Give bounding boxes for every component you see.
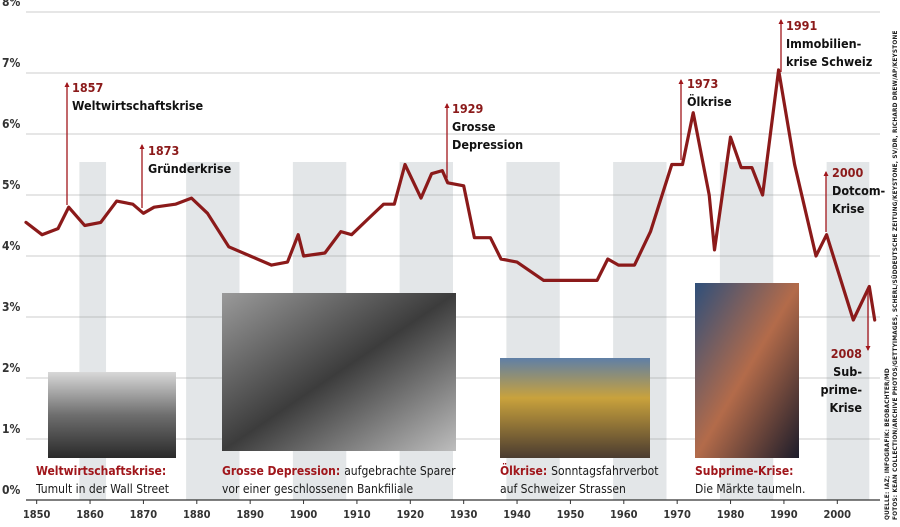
annotation-year: 1873 <box>148 143 179 158</box>
annotation-year: 1973 <box>687 76 718 91</box>
x-tick-label: 1900 <box>290 508 318 521</box>
shaded-period <box>826 162 870 500</box>
y-tick-label: 2% <box>2 361 21 375</box>
annotation-year: 1857 <box>72 80 103 95</box>
y-tick-label: 3% <box>2 300 21 314</box>
x-tick-label: 1910 <box>343 508 371 521</box>
annotation-text: Krise <box>830 400 863 415</box>
caption-label: Weltwirtschaftskrise: <box>36 464 166 478</box>
annotation-arrow <box>823 171 829 176</box>
source: FOTOS: KEAN COLLECTION/ARCHIVE PHOTOS/GE… <box>890 30 899 520</box>
annotation-text: krise Schweiz <box>786 54 873 69</box>
caption-text: Die Märkte taumeln. <box>695 482 805 496</box>
annotation-arrow <box>678 79 684 84</box>
caption-text: Sonntagsfahrverbot <box>551 464 658 478</box>
x-tick-label: 1990 <box>770 508 798 521</box>
photo <box>48 372 176 458</box>
y-tick-label: 0% <box>2 483 21 497</box>
annotation-year: 1929 <box>452 101 483 116</box>
caption: Weltwirtschaftskrise: <box>36 464 166 478</box>
annotation-arrow <box>444 103 450 108</box>
caption: Ölkrise: Sonntagsfahrverbot <box>500 463 658 478</box>
annotation-text: Dotcom- <box>832 183 886 198</box>
annotation-text: Depression <box>452 137 523 152</box>
annotation-text: Krise <box>832 201 865 216</box>
photo <box>695 283 799 458</box>
x-tick-label: 1940 <box>503 508 531 521</box>
x-tick-label: 1960 <box>610 508 638 521</box>
annotation-arrow <box>778 19 784 24</box>
annotation-text: Immobilien- <box>786 36 862 51</box>
x-tick-label: 1950 <box>557 508 585 521</box>
annotation-text: Grosse <box>452 119 496 134</box>
annotation-year: 2008 <box>831 346 862 361</box>
annotation-text: Gründerkrise <box>148 161 232 176</box>
photo <box>222 293 456 451</box>
annotation-arrow <box>865 346 871 351</box>
caption: Grosse Depression: aufgebrachte Sparer <box>222 464 456 478</box>
x-tick-label: 1980 <box>717 508 745 521</box>
y-tick-label: 6% <box>2 117 21 131</box>
annotation-year: 2000 <box>832 165 863 180</box>
x-tick-label: 1920 <box>397 508 425 521</box>
annotation-year: 1991 <box>786 18 817 33</box>
annotation-text: prime- <box>821 382 863 397</box>
photos <box>48 283 799 458</box>
caption-label: Grosse Depression: <box>222 464 340 478</box>
annotation-arrow <box>64 82 70 87</box>
x-tick-label: 1870 <box>130 508 158 521</box>
x-tick-label: 1880 <box>183 508 211 521</box>
y-tick-label: 1% <box>2 422 21 436</box>
x-tick-label: 1970 <box>663 508 691 521</box>
caption-text: Tumult in der Wall Street <box>35 482 169 496</box>
annotation-text: Weltwirtschaftskrise <box>72 98 203 113</box>
data-line <box>24 68 877 322</box>
annotation-arrow <box>139 144 145 149</box>
caption: Subprime-Krise: <box>695 464 793 478</box>
photo <box>500 358 650 458</box>
x-tick-label: 2000 <box>824 508 852 521</box>
source: QUELLE: IAZ; INFOGRAFIK: BEOBACHTER/MD <box>883 368 891 520</box>
annotation-text: Sub- <box>833 364 862 379</box>
annotation-text: Ölkrise <box>687 94 732 109</box>
x-tick-label: 1890 <box>236 508 264 521</box>
x-tick-label: 1860 <box>76 508 104 521</box>
x-tick-label: 1850 <box>23 508 51 521</box>
x-tick-label: 1930 <box>450 508 478 521</box>
caption-label: Subprime-Krise: <box>695 464 793 478</box>
y-tick-label: 7% <box>2 56 21 70</box>
caption-label: Ölkrise: <box>500 463 547 478</box>
y-tick-label: 8% <box>2 0 21 9</box>
y-tick-label: 4% <box>2 239 21 253</box>
caption-text: auf Schweizer Strassen <box>500 482 626 496</box>
caption-text: vor einer geschlossenen Bankfiliale <box>222 482 414 496</box>
caption-text: aufgebrachte Sparer <box>344 464 456 478</box>
y-tick-label: 5% <box>2 178 21 192</box>
